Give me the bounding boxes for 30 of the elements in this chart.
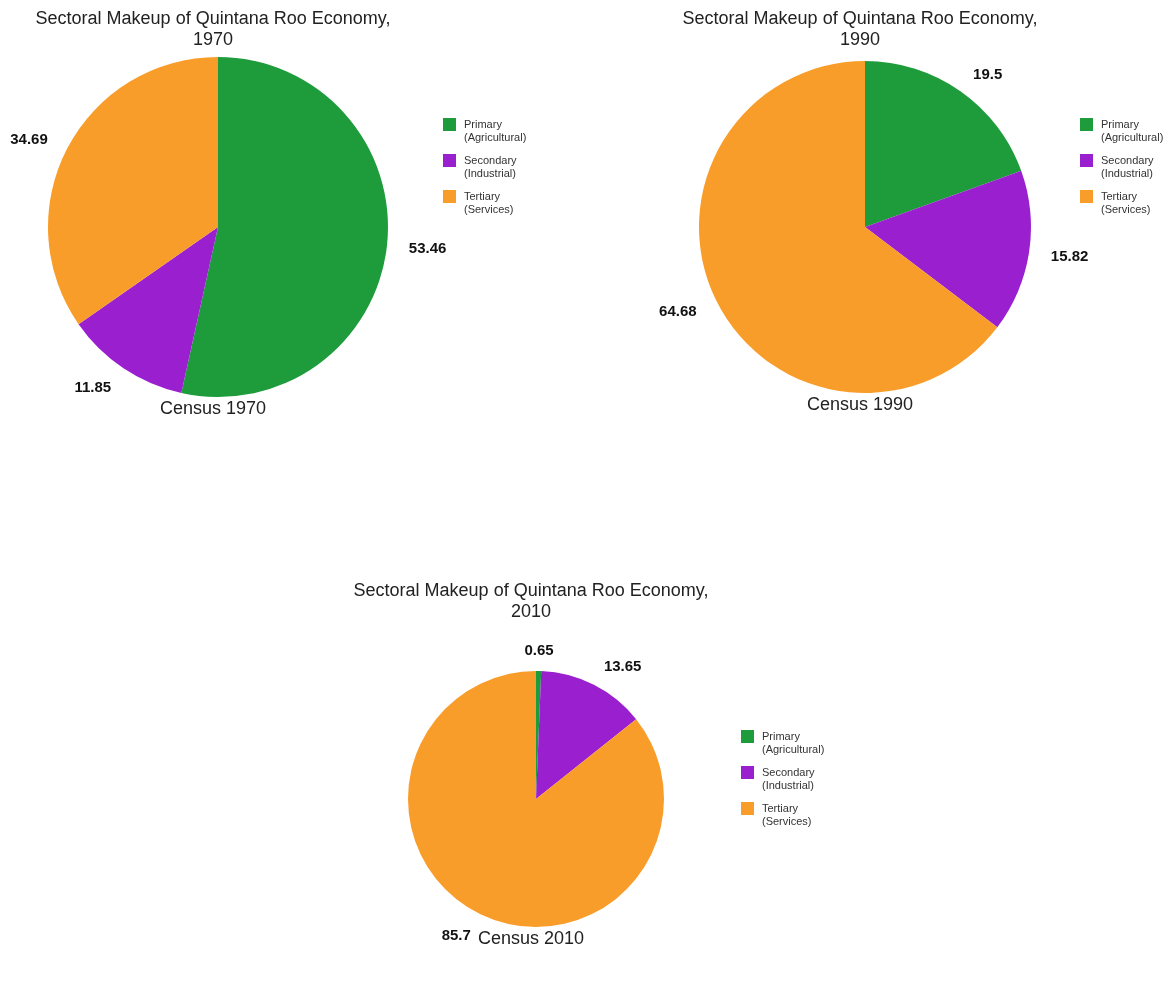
chart-title: Sectoral Makeup of Quintana Roo Economy, 2010 [352, 580, 710, 622]
legend-label: Tertiary (Services) [762, 802, 813, 828]
legend-label: Secondary (Industrial) [762, 766, 816, 792]
legend-label: Primary (Agricultural) [762, 730, 826, 756]
pie-slice [408, 671, 664, 927]
text: Census 1990 [805, 394, 915, 415]
data-label: 64.68 [659, 302, 697, 320]
text: Census 2010 [477, 928, 585, 948]
legend-label: Tertiary (Services) [464, 190, 515, 216]
pie-slice [536, 671, 637, 799]
text: Census 1970 [158, 398, 268, 419]
chart-title: Sectoral Makeup of Quintana Roo Economy, 1990 [681, 8, 1039, 50]
data-label: 53.46 [408, 239, 447, 257]
pie-slice [865, 61, 1022, 227]
data-label: 0.65 [524, 640, 554, 658]
pie-slice [48, 57, 218, 325]
chart-title: Sectoral Makeup of Quintana Roo Economy, 1970 [34, 8, 392, 50]
data-label: 34.69 [10, 129, 48, 147]
legend-label: Secondary (Industrial) [1101, 154, 1155, 180]
data-label: 11.85 [74, 378, 112, 396]
data-label: 85.7 [441, 925, 471, 943]
legend-label: Primary (Agricultural) [464, 118, 528, 144]
data-label: 13.65 [603, 656, 642, 674]
data-label: 19.5 [973, 64, 1003, 82]
legend-label: Tertiary (Services) [1101, 190, 1152, 216]
data-label: 15.82 [1050, 246, 1089, 264]
pie-slice [865, 170, 1031, 328]
legend-label: Primary (Agricultural) [1101, 118, 1165, 144]
pie-slice [181, 57, 388, 397]
legend-label: Secondary (Industrial) [464, 154, 518, 180]
